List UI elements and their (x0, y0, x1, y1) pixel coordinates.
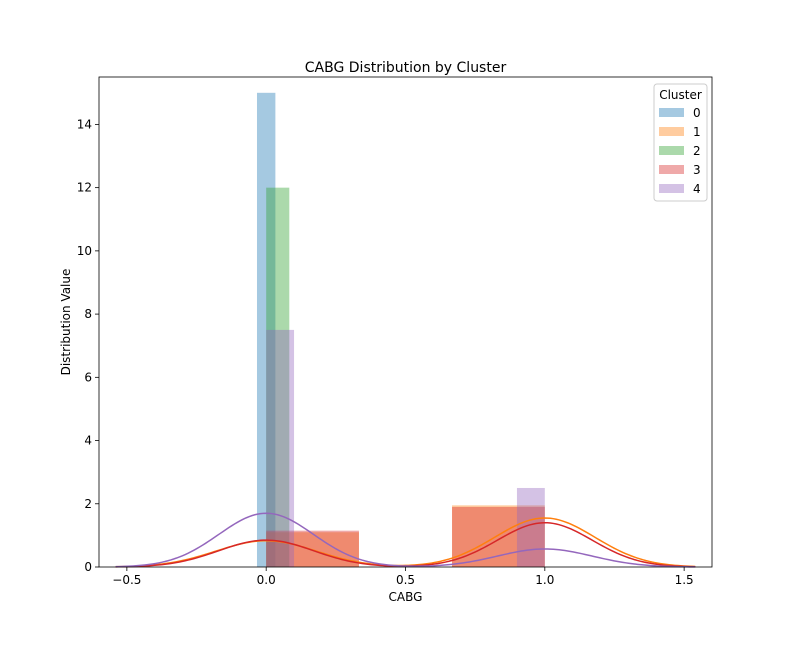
kde-layer (115, 512, 696, 568)
legend-swatch-cluster-2 (659, 146, 684, 155)
x-tick-label: −0.5 (112, 573, 141, 587)
chart-title: CABG Distribution by Cluster (305, 60, 507, 76)
x-tick-label: 1.5 (675, 573, 694, 587)
y-tick-label: 10 (77, 244, 92, 258)
kde-line-cluster-4 (115, 512, 696, 568)
legend-label-cluster-3: 3 (693, 163, 701, 177)
y-tick-label: 4 (84, 434, 92, 448)
y-tick-label: 0 (84, 560, 92, 574)
legend-label-cluster-0: 0 (693, 106, 701, 120)
x-tick-label: 0.0 (257, 573, 276, 587)
x-tick-label: 0.5 (396, 573, 415, 587)
legend-label-cluster-4: 4 (693, 182, 701, 196)
legend-label-cluster-1: 1 (693, 125, 701, 139)
bars-layer (256, 92, 545, 567)
bar-cluster-4-0 (266, 329, 295, 567)
y-tick-label: 12 (77, 181, 92, 195)
legend-frame (653, 83, 708, 202)
bar-cluster-1-1 (452, 505, 545, 567)
legend: Cluster 0 1 2 3 4 (653, 83, 708, 202)
y-tick-label: 14 (77, 117, 92, 131)
x-axis-label: CABG (389, 590, 423, 604)
y-tick-label: 8 (84, 307, 92, 321)
legend-swatch-cluster-3 (659, 165, 684, 174)
x-tick-label: 1.0 (535, 573, 554, 587)
y-tick-label: 6 (84, 370, 92, 384)
y-tick-label: 2 (84, 497, 92, 511)
legend-swatch-cluster-0 (659, 108, 684, 117)
bar-cluster-2-0 (266, 187, 290, 567)
y-axis-label: Distribution Value (59, 269, 73, 376)
legend-label-cluster-2: 2 (693, 144, 701, 158)
bar-cluster-3-1 (452, 506, 545, 567)
legend-swatch-cluster-4 (659, 184, 684, 193)
bar-cluster-0-0 (256, 92, 276, 567)
bar-cluster-3-0 (266, 530, 359, 567)
legend-swatch-cluster-1 (659, 127, 684, 136)
legend-title: Cluster (659, 88, 702, 102)
